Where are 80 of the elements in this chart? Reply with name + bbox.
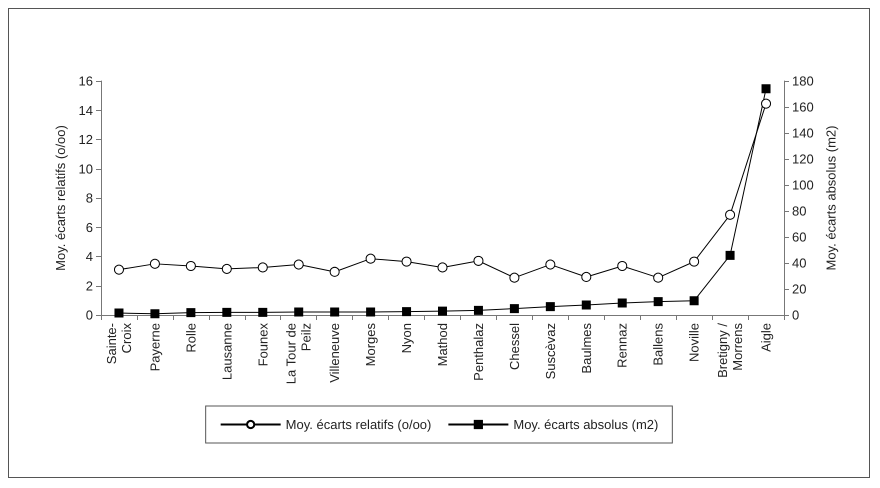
x-tick-label: Ballens [650,322,666,366]
y2-tick-label: 40 [792,256,806,270]
point [294,308,304,317]
point [150,309,160,318]
point [114,308,124,318]
point [545,260,556,270]
point [725,210,736,220]
x-tick-label: Founex [255,322,270,366]
point [690,296,699,306]
point [654,297,663,306]
point [546,302,555,312]
y2-tick-label: 120 [792,152,814,166]
y-axis-title: Moy. écarts relatifs (o/oo) [53,125,68,271]
y2-tick-label: 140 [792,126,814,140]
point [617,261,628,272]
point [366,308,376,317]
point [473,256,484,266]
x-tick-label: Villeneuve [327,323,342,383]
point [258,308,268,317]
point [222,308,232,317]
x-tick-label: Nyon [399,323,414,354]
y2-tick-label: 180 [792,74,814,88]
point [581,272,592,282]
y2-tick-label: 20 [792,282,806,296]
point [510,304,519,314]
point [258,262,268,272]
point [186,261,196,272]
y-tick-label: 10 [78,161,93,176]
y2-tick-label: 60 [792,230,806,244]
point [582,300,591,310]
point [438,262,448,272]
x-tick-label: Suscèvaz [542,323,558,380]
x-tick-label: Noville [686,323,702,362]
point [509,272,520,283]
point [114,264,124,275]
x-tick-label: Sainte-Croix [104,322,134,364]
point [402,307,412,316]
x-tick-label: Penthalaz [470,323,486,381]
y-tick-label: 6 [86,220,93,235]
y-tick-label: 4 [86,249,93,264]
x-tick-label: Mathod [435,323,450,366]
point [761,98,772,109]
x-tick-label: Baulmes [578,322,594,374]
legend-label: Moy. écarts relatifs (o/oo) [286,417,432,432]
point [402,256,412,267]
point [653,272,664,283]
point [762,84,771,94]
y2-axis-title: Moy. écarts absolus (m2) [824,126,839,270]
y-tick-label: 14 [78,102,93,118]
x-tick-label: Chessel [506,322,522,370]
x-tick-label: La Tour de Peilz [284,323,314,384]
y2-tick-label: 0 [792,308,800,322]
x-tick-label: Payerne [147,323,162,372]
y2-tick-label: 160 [792,100,814,114]
point [330,308,340,317]
point [222,264,232,274]
point [474,306,483,315]
point [186,308,196,318]
x-tick-label: Aigle [758,323,774,352]
y-tick-label: 8 [86,190,93,206]
point [366,254,376,264]
y-tick-label: 2 [86,278,93,294]
point [726,250,735,260]
y-tick-label: 0 [86,308,93,322]
point [294,260,304,270]
point [689,256,700,267]
x-tick-label: Rennaz [614,323,630,368]
x-tick-label: Lausanne [219,323,234,380]
x-tick-label: Morges [363,322,378,366]
x-tick-label: Bretigny / Morrens [715,322,746,378]
y-tick-label: 16 [78,74,93,88]
legend-label: Moy. écarts absolus (m2) [513,417,658,432]
point [438,306,447,316]
point [150,258,160,269]
point [330,266,340,277]
y2-tick-label: 80 [792,204,806,218]
y2-tick-label: 100 [792,178,814,192]
x-tick-label: Rolle [183,323,198,353]
point [618,298,627,308]
y-tick-label: 12 [78,132,93,147]
